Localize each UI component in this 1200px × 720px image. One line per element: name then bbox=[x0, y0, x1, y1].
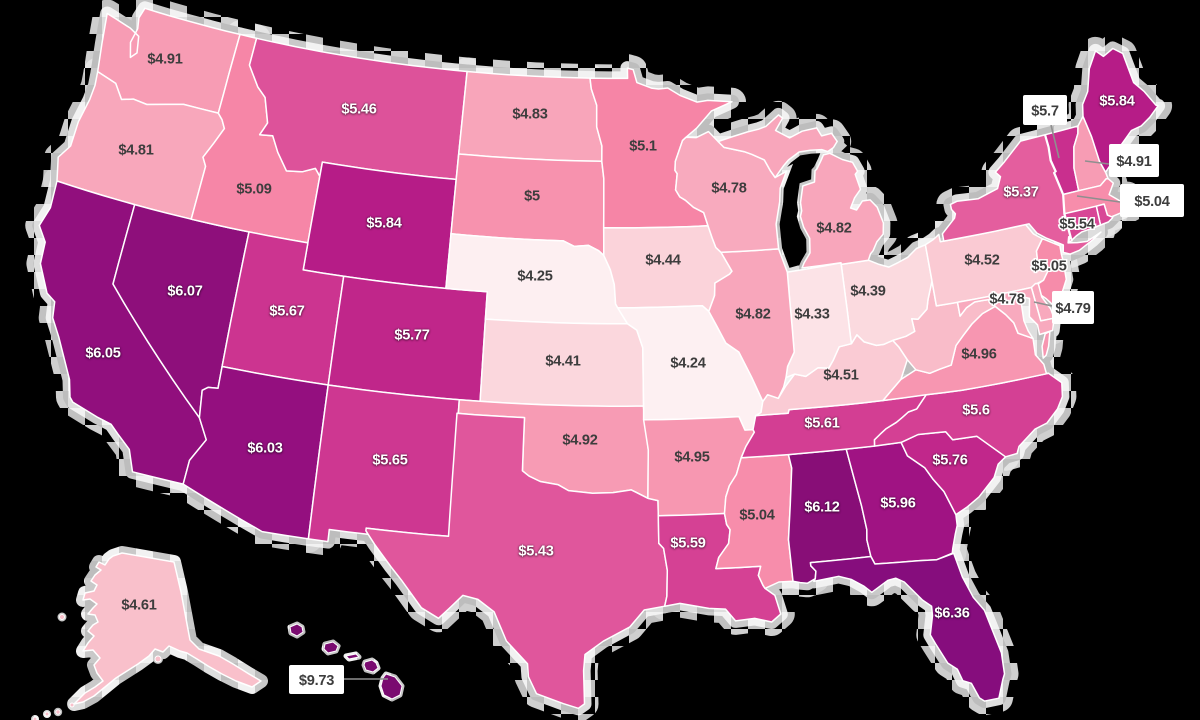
svg-text:$4.96: $4.96 bbox=[961, 347, 996, 363]
svg-text:$5.37: $5.37 bbox=[1003, 185, 1038, 201]
svg-text:$5.6: $5.6 bbox=[962, 403, 990, 419]
svg-text:$6.05: $6.05 bbox=[85, 346, 120, 362]
svg-text:$4.51: $4.51 bbox=[823, 368, 858, 384]
svg-text:$4.82: $4.82 bbox=[816, 221, 851, 237]
svg-text:$5.04: $5.04 bbox=[739, 508, 775, 524]
svg-text:$4.82: $4.82 bbox=[735, 307, 770, 323]
svg-text:$4.61: $4.61 bbox=[121, 598, 156, 614]
svg-text:$5.84: $5.84 bbox=[1099, 94, 1135, 110]
svg-text:$5.05: $5.05 bbox=[1031, 259, 1066, 275]
svg-text:$5.1: $5.1 bbox=[629, 139, 657, 155]
svg-text:$4.39: $4.39 bbox=[850, 284, 885, 300]
svg-text:$5.76: $5.76 bbox=[932, 453, 967, 469]
svg-text:$5.67: $5.67 bbox=[269, 304, 304, 320]
svg-text:$4.79: $4.79 bbox=[1055, 301, 1090, 317]
svg-text:$4.81: $4.81 bbox=[118, 143, 153, 159]
svg-text:$4.78: $4.78 bbox=[711, 181, 746, 197]
svg-text:$5: $5 bbox=[524, 189, 540, 205]
svg-text:$5.54: $5.54 bbox=[1059, 217, 1095, 233]
svg-text:$5.84: $5.84 bbox=[366, 216, 402, 232]
svg-text:$4.33: $4.33 bbox=[794, 307, 829, 323]
svg-text:$4.52: $4.52 bbox=[964, 253, 999, 269]
svg-text:$5.96: $5.96 bbox=[880, 496, 915, 512]
svg-text:$4.91: $4.91 bbox=[1116, 154, 1151, 170]
svg-text:$4.92: $4.92 bbox=[562, 433, 597, 449]
svg-text:$5.04: $5.04 bbox=[1134, 194, 1170, 210]
svg-text:$5.43: $5.43 bbox=[518, 544, 553, 560]
svg-text:$5.7: $5.7 bbox=[1031, 104, 1059, 120]
svg-text:$6.07: $6.07 bbox=[167, 284, 202, 300]
svg-text:$5.77: $5.77 bbox=[394, 328, 429, 344]
svg-text:$6.36: $6.36 bbox=[934, 606, 969, 622]
svg-text:$6.03: $6.03 bbox=[247, 441, 282, 457]
svg-text:$5.65: $5.65 bbox=[372, 453, 407, 469]
svg-text:$5.09: $5.09 bbox=[236, 182, 271, 198]
svg-text:$4.78: $4.78 bbox=[989, 292, 1024, 308]
svg-text:$5.59: $5.59 bbox=[670, 536, 705, 552]
svg-text:$4.25: $4.25 bbox=[517, 269, 552, 285]
svg-text:$4.41: $4.41 bbox=[545, 354, 580, 370]
svg-text:$9.73: $9.73 bbox=[299, 673, 334, 689]
svg-text:$4.95: $4.95 bbox=[674, 450, 709, 466]
svg-text:$5.46: $5.46 bbox=[341, 102, 376, 118]
svg-text:$6.12: $6.12 bbox=[804, 500, 839, 516]
svg-text:$4.44: $4.44 bbox=[645, 253, 681, 269]
svg-text:$5.61: $5.61 bbox=[804, 416, 839, 432]
svg-text:$4.91: $4.91 bbox=[147, 52, 182, 68]
svg-text:$4.83: $4.83 bbox=[512, 107, 547, 123]
svg-text:$4.24: $4.24 bbox=[670, 356, 706, 372]
